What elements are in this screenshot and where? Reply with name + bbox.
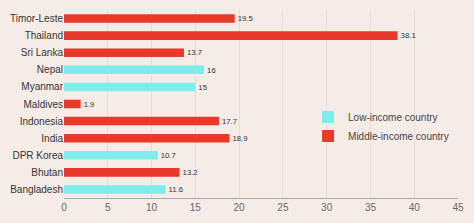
svg-text:Nepal: Nepal [37,64,63,75]
svg-text:Low-income country: Low-income country [348,112,437,123]
svg-text:15: 15 [198,83,207,92]
svg-text:40: 40 [409,202,421,213]
svg-text:10: 10 [146,202,158,213]
svg-text:Timor-Leste: Timor-Leste [10,13,63,24]
svg-text:30: 30 [321,202,333,213]
svg-text:13.7: 13.7 [187,48,202,57]
svg-text:Indonesia: Indonesia [20,116,64,127]
svg-text:20: 20 [234,202,246,213]
svg-text:18.9: 18.9 [232,134,247,143]
svg-text:38.1: 38.1 [401,31,416,40]
svg-text:1.9: 1.9 [84,100,95,109]
svg-text:DPR Korea: DPR Korea [12,150,63,161]
svg-text:45: 45 [452,202,464,213]
svg-text:0: 0 [61,202,67,213]
svg-text:Sri Lanka: Sri Lanka [21,47,64,58]
svg-text:Bhutan: Bhutan [31,167,63,178]
svg-text:10.7: 10.7 [161,151,176,160]
svg-text:11.6: 11.6 [169,185,184,194]
svg-text:17.7: 17.7 [222,117,237,126]
svg-text:India: India [41,133,63,144]
svg-text:16: 16 [207,66,216,75]
svg-text:Middle-income country: Middle-income country [348,131,449,142]
svg-text:Bangladesh: Bangladesh [10,184,63,195]
svg-text:15: 15 [190,202,202,213]
svg-text:Thailand: Thailand [25,30,63,41]
svg-text:35: 35 [365,202,377,213]
svg-text:13.2: 13.2 [183,168,198,177]
svg-text:19.5: 19.5 [238,14,253,23]
svg-text:5: 5 [105,202,111,213]
svg-text:Myanmar: Myanmar [21,81,63,92]
svg-text:25: 25 [277,202,289,213]
svg-text:Maldives: Maldives [24,99,63,110]
